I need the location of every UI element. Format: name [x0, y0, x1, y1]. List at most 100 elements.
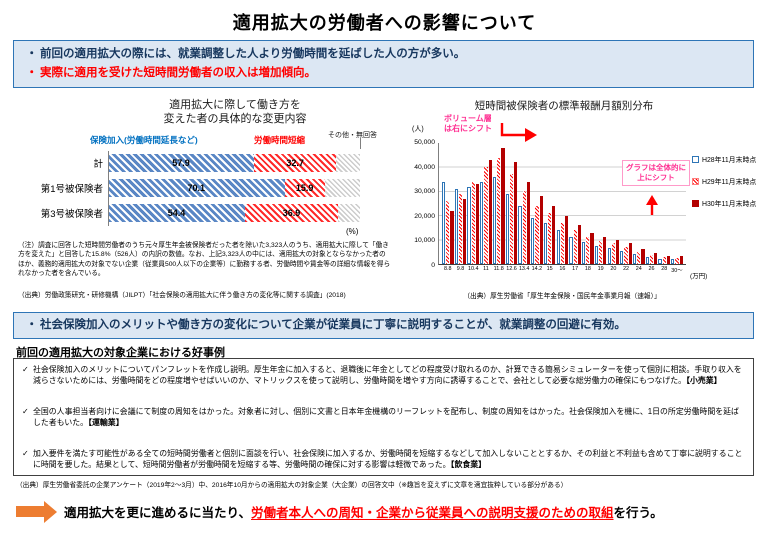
bar — [590, 232, 594, 264]
bar — [514, 162, 518, 264]
bar — [531, 218, 535, 264]
x-tick-label: 14.2 — [531, 266, 543, 272]
x-tick-label: 20 — [610, 266, 617, 272]
bar — [480, 181, 484, 264]
bar — [548, 213, 552, 264]
bar-group: 18 — [582, 143, 594, 272]
summary-bullet-3: 社会保険加入のメリットや働き方の変化について企業が従業員に丁寧に説明することが、… — [26, 316, 626, 335]
bar — [679, 256, 683, 264]
row-label: 第3号被保険者 — [40, 209, 103, 221]
legend-item: H29年11月末時点 — [692, 176, 756, 186]
bar — [637, 251, 641, 264]
bar — [539, 196, 543, 264]
bar-segment — [336, 154, 360, 173]
right-shift-arrow-icon — [500, 123, 537, 142]
stacked-bar: 54.4 36.9 — [108, 204, 360, 223]
bar — [505, 193, 509, 264]
work-change-row: 計 57.9 32.7 — [28, 151, 392, 176]
left-chart-source: （出典）労働政策研究・研修機構（JILPT）「社会保険の適用拡大に伴う働き方の変… — [18, 292, 346, 299]
distribution-legend: H28年11月末時点 H29年11月末時点 H30年11月末時点 — [692, 154, 756, 208]
bar — [645, 256, 649, 264]
x-tick-label: 28 — [661, 266, 668, 272]
bar — [662, 257, 666, 264]
page-title: 適用拡大の労働者への影響について — [232, 13, 537, 33]
conclusion-text: 適用拡大を更に進めるに当たり、労働者本人への周知・企業から従業員への説明支援のた… — [64, 502, 764, 521]
bar — [586, 237, 590, 264]
bar — [509, 174, 514, 264]
example-category: 【飲食業】 — [450, 459, 487, 469]
work-change-chart-legend: 保険加入(労働時間延長など) 労働時間短縮 その他・無回答 — [28, 130, 392, 149]
bar — [535, 205, 539, 264]
bar — [624, 247, 628, 264]
x-tick-label: 13.4 — [518, 266, 530, 272]
example-text: 社会保険加入のメリットについてパンフレットを作成し説明。厚生年金に加入すると、退… — [33, 365, 742, 386]
bar-segment: 70.1 — [108, 179, 285, 198]
stacked-bar: 70.1 15.9 — [108, 179, 360, 198]
bar — [492, 176, 497, 264]
bar — [463, 198, 467, 264]
bar — [497, 157, 501, 264]
legend-marker-icon — [692, 199, 699, 207]
examples-box: 社会保険加入のメリットについてパンフレットを作成し説明。厚生年金に加入すると、退… — [13, 358, 754, 476]
x-tick-label: 22 — [623, 266, 630, 272]
bar — [446, 201, 450, 264]
y-axis-unit: (人) — [412, 126, 424, 133]
work-change-chart-title: 適用拡大に際して働き方を 変えた者の具体的な変更内容 — [90, 98, 380, 127]
bar — [577, 225, 581, 264]
row-label: 計 — [93, 159, 103, 171]
work-change-row: 第3号被保険者 54.4 36.9 — [28, 201, 392, 226]
bar-group: 26 — [645, 143, 658, 272]
example-category: 【小売業】 — [686, 376, 722, 386]
bar — [454, 188, 458, 264]
bar — [599, 241, 603, 264]
y-tick-label: 40,000 — [414, 163, 435, 171]
bar — [442, 181, 446, 264]
bar-segment: 54.4 — [108, 204, 246, 223]
chart-title-line2: 変えた者の具体的な変更内容 — [163, 113, 307, 126]
x-axis-unit: (万円) — [690, 273, 708, 280]
bar-segment — [324, 179, 360, 198]
bar-group: 24 — [633, 143, 645, 272]
bar-group: 14.2 — [531, 143, 543, 272]
bar-group: 9.8 — [454, 143, 467, 272]
x-tick-label: 30～ — [671, 268, 683, 274]
bar — [620, 250, 624, 264]
bar — [522, 191, 526, 264]
y-tick-label: 30,000 — [414, 188, 435, 196]
bar — [556, 230, 560, 264]
distribution-chart: 短時間被保険者の標準報酬月額別分布 (人) 50,000 40,000 30,000… — [392, 98, 766, 300]
examples-title: 前回の適用拡大の対象企業における好事例 — [16, 347, 225, 359]
percent-axis-unit: (%) — [346, 226, 359, 236]
x-tick-label: 10.4 — [468, 266, 479, 272]
annotation-up-shift: グラフは全体的に 上にシフト — [622, 160, 690, 186]
bar-group: 17 — [569, 143, 581, 272]
bar-group: 15 — [543, 143, 556, 272]
example-item: 社会保険加入のメリットについてパンフレットを作成し説明。厚生年金に加入すると、退… — [22, 364, 745, 386]
bar — [633, 254, 637, 264]
legend-insurance-join: 保険加入(労働時間延長など) — [90, 134, 198, 145]
bar-segment: 32.7 — [253, 154, 337, 173]
bar — [488, 159, 492, 264]
bar — [450, 210, 454, 264]
bar — [458, 193, 463, 264]
bar-segment: 36.9 — [245, 204, 339, 223]
summary-bullet-2: 実際に適用を受けた短時間労働者の収入は増加傾向。 — [26, 64, 741, 83]
y-axis-ticks: 50,000 40,000 30,000 20,000 10,000 0 — [392, 139, 435, 269]
x-tick-label: 17 — [572, 266, 579, 272]
bar-segment: 15.9 — [284, 179, 325, 198]
bar — [603, 237, 607, 264]
example-text: 全国の人事担当者向けに会議にて制度の周知をはかった。対象者に対し、個別に文書と日… — [33, 406, 739, 427]
bar — [471, 181, 475, 264]
work-change-chart: 適用拡大に際して働き方を 変えた者の具体的な変更内容 保険加入(労働時間延長など… — [28, 98, 392, 240]
legend-hours-shortened: 労働時間短縮 — [254, 134, 306, 145]
bar — [641, 249, 645, 264]
bar — [582, 242, 586, 264]
bar-group: 11 — [480, 143, 492, 272]
bar — [560, 222, 564, 264]
left-chart-note: （注）調査に回答した短時間労働者のうち元々厚生年金被保険者だった者を除いた3,3… — [18, 242, 391, 278]
x-tick-label: 11.8 — [493, 266, 504, 272]
bar-group: 12.6 — [505, 143, 518, 272]
bar-group: 8.8 — [442, 143, 454, 272]
legend-other-pointer-line — [360, 137, 361, 149]
